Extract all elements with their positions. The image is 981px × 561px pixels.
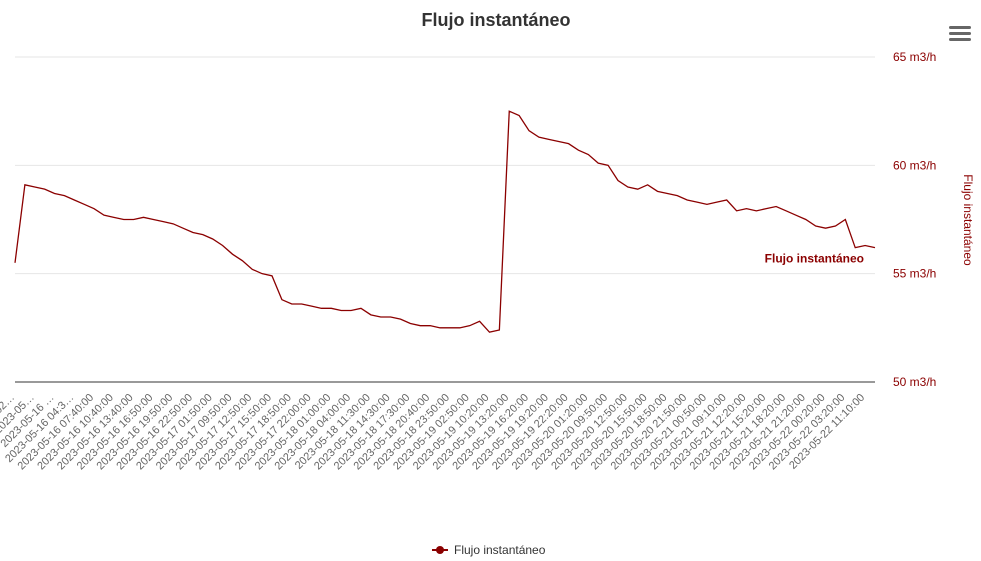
y-tick-label: 60 m3/h <box>893 158 936 172</box>
menu-button[interactable] <box>949 26 971 41</box>
y-tick-label: 65 m3/h <box>893 50 936 64</box>
menu-bar[interactable] <box>949 26 971 29</box>
legend-marker <box>436 546 444 554</box>
y-tick-label: 50 m3/h <box>893 375 936 389</box>
chart-title: Flujo instantáneo <box>421 10 570 30</box>
y-tick-label: 55 m3/h <box>893 267 936 281</box>
y-axis-title: Flujo instantáneo <box>961 174 975 266</box>
menu-bar[interactable] <box>949 38 971 41</box>
series-label: Flujo instantáneo <box>765 252 864 266</box>
legend-label: Flujo instantáneo <box>454 543 546 557</box>
menu-bar[interactable] <box>949 32 971 35</box>
line-series <box>14 110 876 333</box>
